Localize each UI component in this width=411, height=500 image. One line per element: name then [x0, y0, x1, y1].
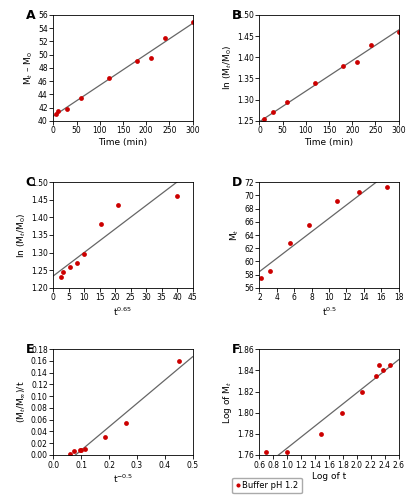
Text: B: B — [232, 8, 241, 22]
Point — [102, 434, 108, 442]
Point — [359, 388, 366, 396]
Point — [115, 201, 122, 209]
Point — [82, 445, 89, 453]
Point — [270, 108, 277, 116]
Point — [312, 78, 319, 86]
Point — [122, 418, 129, 426]
Point — [175, 357, 182, 365]
Point — [338, 408, 345, 416]
Point — [174, 192, 180, 200]
Text: D: D — [232, 176, 242, 189]
Point — [189, 18, 196, 25]
Point — [306, 221, 312, 229]
Point — [267, 268, 273, 276]
Point — [261, 114, 268, 122]
Text: E: E — [25, 343, 34, 356]
X-axis label: Log of t: Log of t — [312, 472, 346, 482]
Point — [67, 262, 74, 270]
Point — [81, 250, 88, 258]
Point — [334, 196, 340, 204]
Point — [55, 107, 61, 115]
Point — [78, 446, 85, 454]
Y-axis label: (M$_t$/M$_\infty$)/t: (M$_t$/M$_\infty$)/t — [16, 381, 28, 424]
X-axis label: Time (min): Time (min) — [99, 138, 148, 147]
Point — [373, 372, 380, 380]
Point — [384, 184, 390, 192]
X-axis label: t$^{0.5}$: t$^{0.5}$ — [321, 305, 337, 318]
Y-axis label: M$_t$: M$_t$ — [229, 228, 241, 241]
Point — [78, 94, 85, 102]
Point — [356, 188, 362, 196]
Point — [380, 366, 387, 374]
Point — [53, 110, 59, 118]
Point — [317, 430, 324, 438]
Point — [395, 28, 402, 36]
Point — [284, 98, 291, 106]
Point — [148, 54, 154, 62]
X-axis label: t$^{0.65}$: t$^{0.65}$ — [113, 305, 133, 318]
Point — [258, 274, 265, 282]
Point — [284, 448, 291, 456]
Y-axis label: ln (M$_t$/M$_0$): ln (M$_t$/M$_0$) — [16, 212, 28, 258]
Point — [106, 74, 112, 82]
Point — [162, 34, 168, 42]
Point — [340, 62, 346, 70]
Point — [60, 268, 67, 276]
Point — [286, 239, 293, 247]
X-axis label: Time (min): Time (min) — [305, 138, 353, 147]
Point — [387, 361, 394, 369]
X-axis label: t$^{-0.5}$: t$^{-0.5}$ — [113, 472, 133, 484]
Point — [376, 361, 383, 369]
Legend: Buffer pH 1.2: Buffer pH 1.2 — [233, 478, 302, 494]
Point — [73, 259, 80, 267]
Y-axis label: ln (M$_t$/M$_0$): ln (M$_t$/M$_0$) — [222, 46, 234, 90]
Text: A: A — [25, 8, 35, 22]
Point — [66, 450, 73, 458]
Point — [98, 220, 105, 228]
Point — [58, 274, 65, 281]
Point — [134, 58, 140, 66]
Y-axis label: Log of M$_t$: Log of M$_t$ — [221, 380, 234, 424]
Point — [353, 58, 360, 66]
Text: C: C — [25, 176, 35, 189]
Point — [367, 40, 374, 48]
Point — [263, 448, 270, 456]
Text: F: F — [232, 343, 240, 356]
Point — [64, 105, 71, 113]
Y-axis label: M$_t$ – M$_0$: M$_t$ – M$_0$ — [23, 51, 35, 85]
Point — [259, 119, 265, 127]
Point — [71, 448, 78, 456]
Point — [76, 446, 83, 454]
